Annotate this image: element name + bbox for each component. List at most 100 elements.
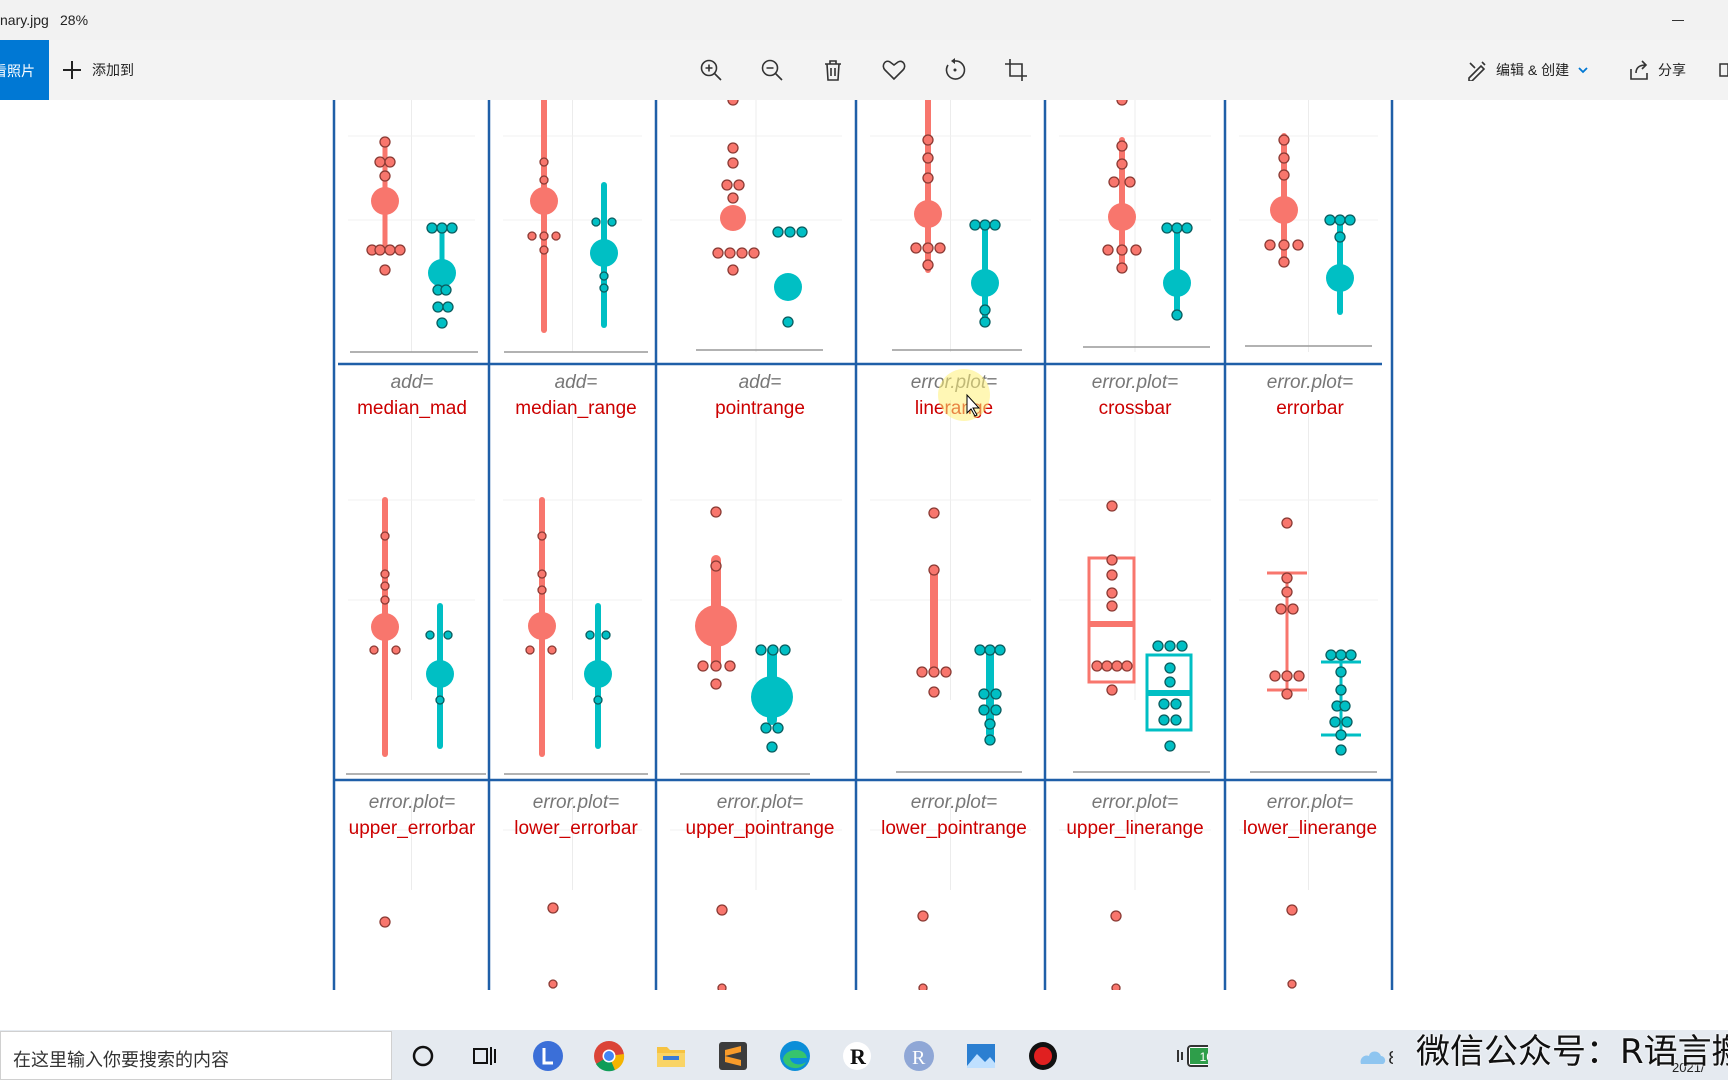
data-point	[1170, 714, 1182, 726]
data-point	[585, 630, 595, 640]
data-point	[727, 142, 739, 154]
search-placeholder: 在这里输入你要搜索的内容	[13, 1050, 229, 1070]
data-point	[717, 983, 727, 990]
taskbar-chrome[interactable]	[591, 1038, 627, 1074]
data-point	[1334, 231, 1346, 243]
svg-text:R: R	[912, 1047, 926, 1069]
more-options-button[interactable]	[1716, 60, 1728, 80]
data-point	[1281, 586, 1293, 598]
minimize-button[interactable]	[1666, 8, 1690, 32]
taskbar-search-box[interactable]: 在这里输入你要搜索的内容	[0, 1031, 392, 1080]
data-point	[527, 231, 537, 241]
data-point	[1108, 176, 1120, 188]
data-point	[710, 660, 722, 672]
share-label: 分享	[1658, 62, 1686, 78]
file-name: nary.jpg	[0, 12, 49, 28]
add-to-label: 添加到	[92, 62, 134, 78]
crop-button[interactable]	[1002, 56, 1030, 84]
data-point	[1164, 740, 1176, 752]
photos-icon	[967, 1044, 995, 1068]
l-app-icon	[533, 1041, 563, 1071]
data-point	[989, 219, 1001, 231]
data-point	[1158, 698, 1170, 710]
taskbar-sublime[interactable]	[715, 1038, 751, 1074]
battery-indicator[interactable]: 100%	[1172, 1038, 1256, 1074]
label-name: crossbar	[1099, 398, 1173, 419]
data-point	[724, 660, 736, 672]
data-point	[425, 630, 435, 640]
summary-point	[720, 205, 746, 231]
data-point	[1334, 214, 1346, 226]
zoom-out-button[interactable]	[758, 56, 786, 84]
taskbar-app-l[interactable]	[530, 1038, 566, 1074]
taskbar-photos[interactable]	[963, 1038, 999, 1074]
label-prefix: error.plot=	[1092, 792, 1178, 813]
favorite-button[interactable]	[880, 56, 908, 84]
rotate-icon	[945, 58, 966, 80]
data-point	[436, 222, 448, 234]
data-point	[379, 264, 391, 276]
watermark-text: 微信公众号：R语言搬	[1416, 1032, 1728, 1072]
data-point	[1264, 239, 1276, 251]
more-icon	[1719, 63, 1728, 77]
image-viewer[interactable]: add= median_mad add= median_range add= pointr…	[0, 100, 1728, 990]
taskbar-recorder[interactable]	[1025, 1038, 1061, 1074]
data-point	[697, 660, 709, 672]
summary-point	[1108, 203, 1136, 231]
data-point	[391, 645, 401, 655]
label-name: upper_errorbar	[349, 818, 476, 839]
data-point	[782, 316, 794, 328]
data-point	[784, 226, 796, 238]
data-point	[599, 283, 609, 293]
data-point	[934, 242, 946, 254]
cortana-button[interactable]	[405, 1038, 441, 1074]
data-point	[607, 217, 617, 227]
data-point	[922, 134, 934, 146]
taskbar-edge[interactable]	[777, 1038, 813, 1074]
data-point	[990, 704, 1002, 716]
battery-icon: 100%	[1177, 1045, 1246, 1067]
taskbar-file-explorer[interactable]	[653, 1038, 689, 1074]
displayed-figure: add= median_mad add= median_range add= pointr…	[332, 100, 1394, 990]
data-point	[978, 688, 990, 700]
summary-point	[528, 612, 556, 640]
data-point	[1287, 979, 1297, 989]
battery-percent: 100%	[1200, 1050, 1208, 1064]
summary-point	[371, 187, 399, 215]
trash-icon	[825, 60, 841, 81]
toolbar	[0, 40, 1728, 100]
label-prefix: add=	[391, 372, 434, 393]
zoom-in-button[interactable]	[697, 56, 725, 84]
data-point	[1345, 649, 1357, 661]
cursor-highlight	[938, 369, 990, 421]
taskbar-rstudio[interactable]: R	[839, 1038, 875, 1074]
share-button[interactable]: 分享	[1628, 56, 1686, 84]
data-point	[772, 226, 784, 238]
data-point	[384, 244, 396, 256]
r-icon: R	[904, 1041, 934, 1071]
data-point	[990, 688, 1002, 700]
data-point	[1344, 214, 1356, 226]
data-point	[1325, 649, 1337, 661]
data-point	[1124, 176, 1136, 188]
add-to-button[interactable]: 添加到	[62, 56, 134, 84]
data-point	[1116, 158, 1128, 170]
data-point	[984, 734, 996, 746]
weather-widget[interactable]: 8°	[1357, 1038, 1417, 1074]
data-point	[1170, 698, 1182, 710]
data-point	[1281, 517, 1293, 529]
taskbar-r[interactable]: R	[901, 1038, 937, 1074]
data-point	[435, 695, 445, 705]
task-view-button[interactable]	[466, 1038, 502, 1074]
title-bar: nary.jpg 28%	[0, 0, 1728, 40]
data-point	[1181, 222, 1193, 234]
data-point	[1110, 910, 1122, 922]
data-point	[380, 569, 390, 579]
edit-create-button[interactable]: 编辑 & 创建	[1466, 56, 1589, 84]
summary-point	[530, 187, 558, 215]
back-to-photos-button[interactable]: 看照片	[0, 40, 49, 100]
delete-button[interactable]	[819, 56, 847, 84]
rotate-button[interactable]	[941, 56, 969, 84]
data-point	[979, 304, 991, 316]
data-point	[539, 231, 549, 241]
